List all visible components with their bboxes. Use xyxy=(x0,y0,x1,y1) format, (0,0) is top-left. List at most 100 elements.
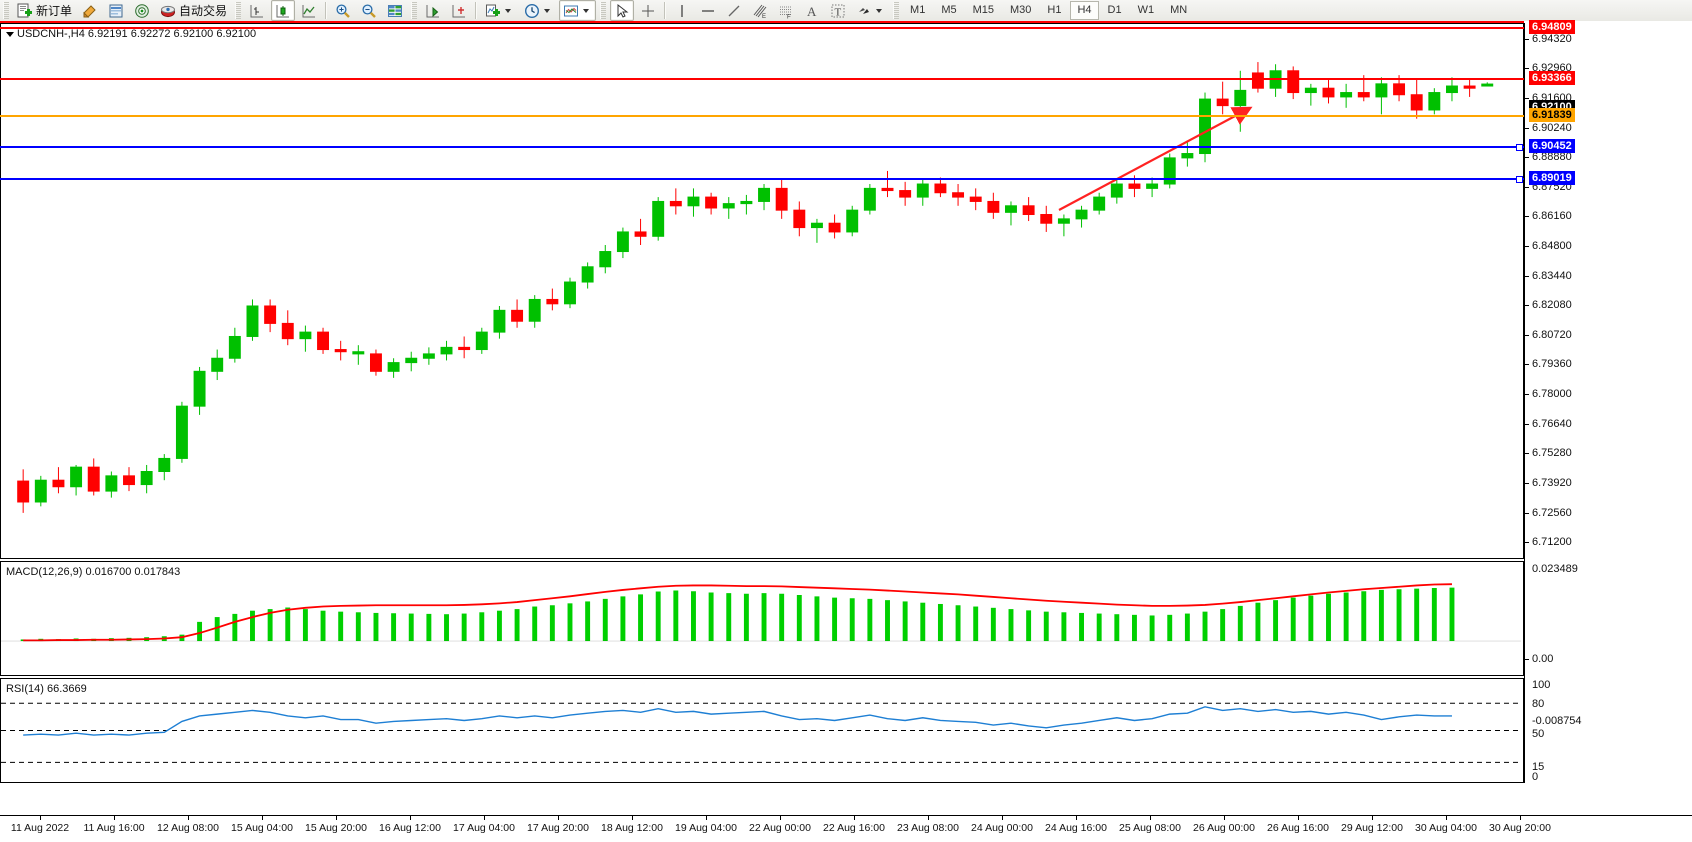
timeframe-mn[interactable]: MN xyxy=(1170,4,1188,16)
annotation-layer[interactable] xyxy=(1,24,1523,558)
time-axis[interactable]: 11 Aug 2022 11 Aug 16:00 12 Aug 08:00 15 Au… xyxy=(0,815,1692,842)
zoom-out-button[interactable] xyxy=(357,0,381,21)
text-label-button[interactable]: A xyxy=(800,0,824,21)
time-tick xyxy=(1372,816,1373,820)
toolbar-grip-2[interactable] xyxy=(235,2,242,19)
bar-chart-button[interactable] xyxy=(245,0,269,21)
price-tick-label: 6.71200 xyxy=(1532,536,1572,549)
time-tick-label: 11 Aug 16:00 xyxy=(83,822,145,834)
time-tick-label: 11 Aug 2022 xyxy=(10,822,70,834)
chart-shift-icon xyxy=(452,4,466,17)
data-window-icon xyxy=(109,4,123,17)
time-tick xyxy=(188,816,189,820)
indicators-dropdown-caret[interactable] xyxy=(505,8,512,13)
main-toolbar[interactable]: 新订单 自动交易 xyxy=(0,0,1692,22)
time-tick-label: 22 Aug 00:00 xyxy=(749,822,811,834)
price-tag-last-price[interactable]: 6.94809 xyxy=(1529,20,1575,34)
timeframe-d1[interactable]: D1 xyxy=(1107,4,1122,16)
zoom-out-icon xyxy=(362,3,376,18)
periods-dropdown-caret[interactable] xyxy=(544,8,551,13)
level-line-6.90452[interactable] xyxy=(0,144,1524,151)
macd-plot xyxy=(1,583,1521,642)
price-tag-resistance[interactable]: 6.93366 xyxy=(1529,71,1575,85)
expert-advisors-button[interactable] xyxy=(78,0,102,21)
price-tick-label: 6.73920 xyxy=(1532,476,1572,489)
horizontal-line-button[interactable] xyxy=(696,0,720,21)
time-tick-label: 12 Aug 08:00 xyxy=(157,822,219,834)
toolbar-grip-3[interactable] xyxy=(411,2,418,19)
cursor-button[interactable] xyxy=(610,0,635,21)
data-window-button[interactable] xyxy=(104,0,128,21)
time-tick-label: 15 Aug 20:00 xyxy=(305,822,367,834)
price-tick-label: 6.88880 xyxy=(1532,151,1572,164)
line-chart-button[interactable] xyxy=(297,0,321,21)
shapes-button[interactable] xyxy=(852,0,889,21)
grid-button[interactable] xyxy=(383,0,407,21)
timeframe-h4[interactable]: H4 xyxy=(1070,1,1099,20)
templates-dropdown-caret[interactable] xyxy=(583,8,590,13)
price-tick xyxy=(1525,97,1529,99)
equidistant-channel-button[interactable]: E xyxy=(748,0,772,21)
equidistant-channel-icon: E xyxy=(753,4,767,19)
terminal-icon xyxy=(161,5,176,17)
price-panel[interactable]: USDCNH-,H4 6.92191 6.92272 6.92100 6.921… xyxy=(0,23,1524,559)
chart-top-border xyxy=(0,21,1524,23)
text-button[interactable]: T xyxy=(826,0,850,21)
time-tick-label: 26 Aug 16:00 xyxy=(1267,822,1329,834)
timeframe-m15[interactable]: M15 xyxy=(972,4,994,16)
chart-shift-button[interactable] xyxy=(447,0,471,21)
autotrade-label: 自动交易 xyxy=(179,4,228,18)
timeframe-group[interactable]: M1 M5 M15 M30 H1 H4 D1 W1 MN xyxy=(902,1,1195,20)
fibonacci-button[interactable]: F xyxy=(774,0,798,21)
periods-button[interactable] xyxy=(520,0,557,21)
crosshair-button[interactable] xyxy=(636,0,660,21)
price-tick xyxy=(1525,38,1529,40)
level-line-6.91839[interactable] xyxy=(0,115,1524,117)
timeframe-h1[interactable]: H1 xyxy=(1047,4,1062,16)
bullish-breakout-arrow[interactable] xyxy=(1058,106,1253,211)
toolbar-separator-3 xyxy=(664,2,667,19)
price-axis[interactable]: 6.94320 6.92960 6.91600 6.90240 6.88880 6.875… xyxy=(1524,20,1692,783)
time-tick-label: 24 Aug 16:00 xyxy=(1045,822,1107,834)
navigator-button[interactable] xyxy=(130,0,154,21)
price-tag-support-2[interactable]: 6.89019 xyxy=(1529,171,1575,185)
svg-text:F: F xyxy=(787,14,791,19)
timeframe-m30[interactable]: M30 xyxy=(1010,4,1032,16)
rsi-tick-label: 50 xyxy=(1532,728,1545,740)
macd-panel[interactable] xyxy=(0,561,1524,676)
level-line-6.93366[interactable] xyxy=(0,78,1524,80)
trendline-button[interactable] xyxy=(722,0,746,21)
chart-area[interactable]: USDCNH-,H4 6.92191 6.92272 6.92100 6.921… xyxy=(0,20,1692,842)
timeframe-m5[interactable]: M5 xyxy=(941,4,957,16)
price-tick-label: 6.94320 xyxy=(1532,32,1572,45)
price-tag-pivot[interactable]: 6.91839 xyxy=(1529,108,1575,122)
horizontal-line-icon xyxy=(702,9,715,12)
toolbar-grip[interactable] xyxy=(3,2,9,19)
price-tag-support-1[interactable]: 6.90452 xyxy=(1529,139,1575,153)
candlestick-plot xyxy=(17,62,1494,513)
candlestick-button[interactable] xyxy=(271,0,296,21)
price-tick-label: 6.76640 xyxy=(1532,417,1572,430)
indicators-button[interactable] xyxy=(481,0,518,21)
toolbar-grip-4[interactable] xyxy=(600,2,607,19)
time-tick xyxy=(928,816,929,820)
toolbar-grip-5[interactable] xyxy=(893,2,900,19)
zoom-in-button[interactable] xyxy=(331,0,355,21)
terminal-button[interactable]: 自动交易 xyxy=(156,0,231,21)
templates-button[interactable] xyxy=(559,0,597,21)
time-tick xyxy=(1076,816,1077,820)
rsi-panel[interactable] xyxy=(0,678,1524,783)
vertical-line-button[interactable] xyxy=(670,0,694,21)
shapes-dropdown-caret[interactable] xyxy=(876,8,883,13)
time-tick xyxy=(262,816,263,820)
level-line-6.89019[interactable] xyxy=(0,176,1524,183)
level-handle[interactable] xyxy=(1516,144,1523,151)
level-line-6.94809[interactable] xyxy=(0,27,1524,29)
timeframe-w1[interactable]: W1 xyxy=(1137,4,1155,16)
new-order-button[interactable]: 新订单 xyxy=(13,0,76,21)
auto-scroll-button[interactable] xyxy=(421,0,445,21)
level-handle[interactable] xyxy=(1516,176,1523,183)
price-tick xyxy=(1525,364,1529,366)
timeframe-m1[interactable]: M1 xyxy=(910,4,926,16)
symbol-collapse-arrow[interactable] xyxy=(6,32,14,37)
